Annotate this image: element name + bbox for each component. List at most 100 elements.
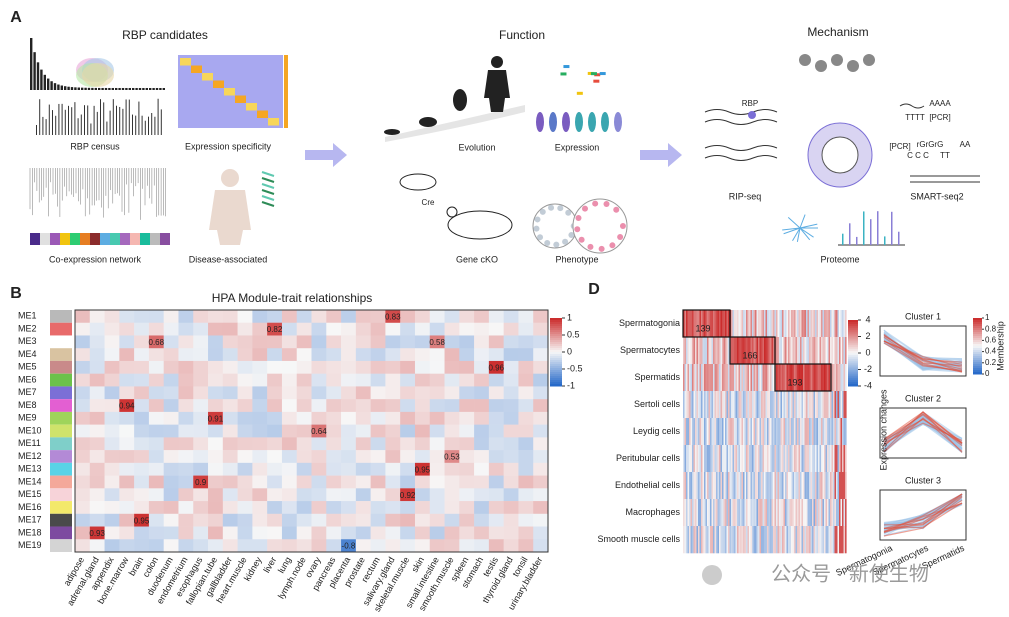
membership-label: 0.6	[985, 336, 997, 345]
d-heat-stripe	[828, 391, 831, 419]
d-heat-stripe	[822, 499, 825, 527]
heat-cell	[237, 360, 253, 374]
d-heat-stripe	[795, 526, 798, 554]
heat-cell	[296, 322, 312, 336]
d-heat-stripe	[722, 337, 724, 365]
module-label: ME7	[18, 387, 37, 397]
d-heat-stripe	[707, 337, 709, 365]
panel-label: D	[588, 281, 600, 298]
protein	[799, 227, 811, 241]
d-heat-stripe	[713, 364, 715, 392]
heat-cell	[474, 513, 490, 527]
d-heat-stripe	[756, 445, 759, 473]
ms-peak	[849, 223, 851, 245]
d-heat-stripe	[843, 418, 846, 446]
heat-cell	[296, 437, 312, 451]
d-heat-stripe	[782, 472, 784, 500]
arrow	[640, 143, 682, 167]
d-heat-stripe	[773, 526, 775, 554]
heat-cell	[193, 335, 209, 349]
tubule-cell	[537, 234, 544, 241]
d-heat-stripe	[693, 499, 696, 527]
heat-cell	[355, 424, 371, 438]
d-heat-stripe	[714, 472, 717, 500]
d-heat-stripe	[722, 526, 724, 554]
d-heat-stripe	[810, 310, 813, 338]
d-heat-stripe	[741, 391, 744, 419]
heat-cell	[503, 335, 519, 349]
heat-cell	[134, 335, 150, 349]
census-bar	[74, 87, 77, 90]
tubule-cell	[553, 241, 560, 248]
d-heat-stripe	[746, 337, 748, 365]
d-heat-stripe	[737, 391, 739, 419]
mouse	[419, 117, 437, 127]
d-heat-stripe	[836, 364, 838, 392]
d-heat-stripe	[783, 499, 786, 527]
d-heat-stripe	[738, 526, 741, 554]
heat-cell	[459, 424, 475, 438]
d-heat-stripe	[788, 418, 790, 446]
d-heat-stripe	[813, 337, 816, 365]
heat-cell	[163, 462, 179, 476]
d-heat-stripe	[816, 499, 819, 527]
d-heat-stripe	[716, 445, 718, 473]
module-swatch	[50, 475, 72, 489]
d-heat-stripe	[770, 337, 772, 365]
d-heat-stripe	[753, 391, 756, 419]
d-heat-stripe	[683, 418, 685, 446]
d-heat-stripe	[804, 472, 807, 500]
census-tick	[157, 98, 159, 135]
d-heat-stripe	[738, 364, 741, 392]
d-heat-stripe	[831, 445, 834, 473]
rna-wave	[704, 155, 778, 161]
census-bar	[81, 87, 84, 90]
d-heat-stripe	[839, 310, 841, 338]
heat-cell	[518, 322, 534, 336]
heat-cell	[518, 462, 534, 476]
module-strip	[140, 233, 150, 245]
d-heat-stripe	[738, 418, 741, 446]
d-heat-stripe	[825, 445, 828, 473]
colorbar-seg	[848, 376, 858, 379]
heat-cell	[252, 322, 268, 336]
d-heat-stripe	[807, 445, 810, 473]
heat-cell	[104, 399, 120, 413]
colorbar-seg	[848, 382, 858, 385]
d-heat-stripe	[813, 526, 816, 554]
heat-cell	[341, 386, 357, 400]
d-heat-stripe	[731, 526, 733, 554]
heat-cell	[75, 437, 91, 451]
heat-cell	[222, 450, 238, 464]
heat-cell	[148, 373, 164, 387]
human-body	[209, 190, 251, 245]
d-heat-stripe	[698, 391, 700, 419]
d-heat-stripe	[695, 472, 697, 500]
membership-seg	[973, 364, 982, 367]
heat-cell	[400, 386, 416, 400]
d-heat-stripe	[761, 418, 763, 446]
d-heat-stripe	[771, 526, 774, 554]
d-heat-stripe	[752, 526, 754, 554]
ms-peak	[863, 211, 865, 245]
heat-cell	[119, 424, 135, 438]
heat-cell	[75, 462, 91, 476]
heat-cell	[370, 462, 386, 476]
d-heat-stripe	[830, 499, 832, 527]
protein	[782, 227, 801, 231]
d-heat-stripe	[780, 499, 783, 527]
d-heat-stripe	[822, 337, 825, 365]
census-bar	[135, 87, 138, 90]
census-bar	[162, 87, 165, 90]
heat-cell	[488, 462, 504, 476]
census-tick	[58, 103, 60, 135]
heat-cell	[533, 360, 549, 374]
heat-cell	[533, 488, 549, 502]
d-heat-stripe	[773, 364, 775, 392]
census-tick	[116, 105, 117, 135]
heat-cell	[518, 335, 534, 349]
d-heat-stripe	[791, 418, 793, 446]
heat-cell	[341, 322, 357, 336]
violin	[575, 112, 583, 132]
d-heat-stripe	[804, 445, 807, 473]
